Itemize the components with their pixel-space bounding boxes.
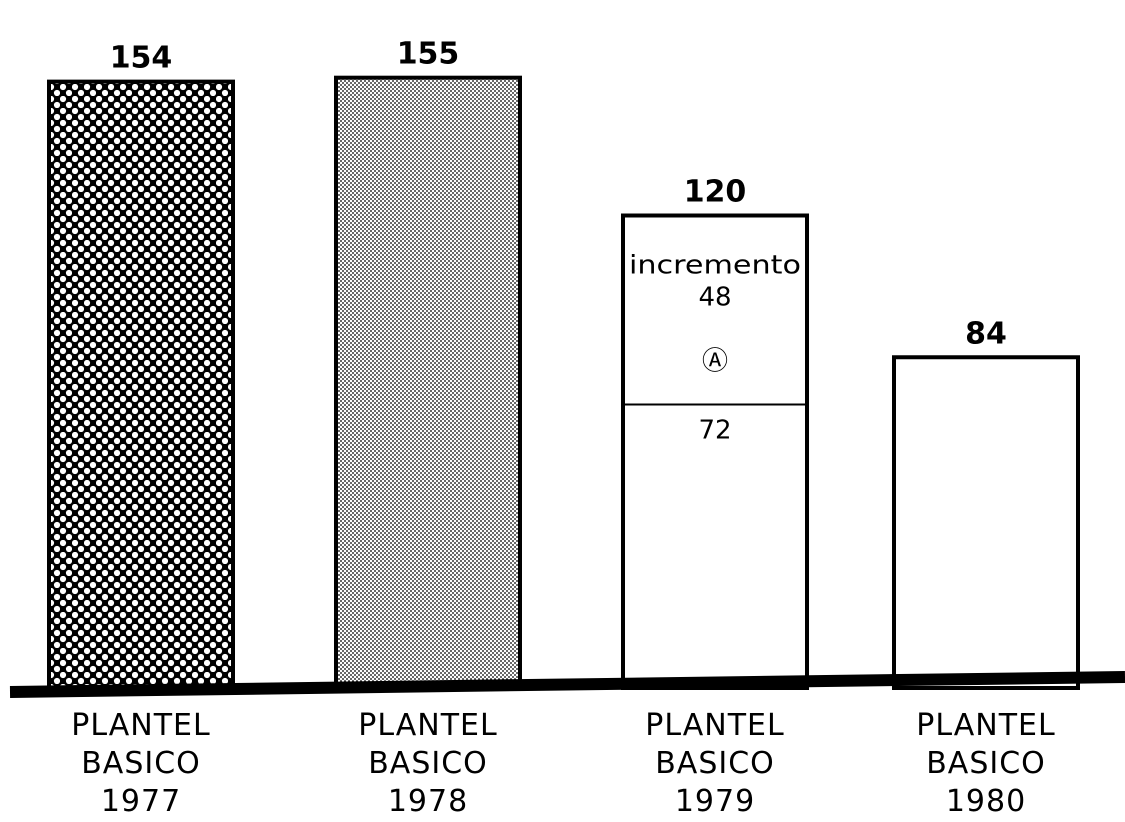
bar-0 — [47, 79, 235, 690]
category-label-1-line-1: BASICO — [368, 746, 488, 781]
category-label-1-line-0: PLANTEL — [358, 708, 497, 743]
segment-lower-value: 72 — [698, 416, 731, 446]
category-label-2-line-2: 1979 — [675, 784, 755, 819]
category-label-0-line-2: 1977 — [101, 784, 181, 819]
category-label-2-line-0: PLANTEL — [645, 708, 784, 743]
bars-group — [47, 75, 1080, 690]
bar-3 — [892, 355, 1080, 690]
category-label-0-line-0: PLANTEL — [71, 708, 210, 743]
value-label-1: 155 — [397, 37, 460, 72]
category-label-2-line-1: BASICO — [655, 746, 775, 781]
segment-marker: Ⓐ — [702, 347, 728, 377]
value-label-0: 154 — [110, 41, 173, 76]
segment-caption: incremento — [629, 251, 801, 281]
labels-group: 154PLANTELBASICO1977155PLANTELBASICO1978… — [71, 37, 1055, 819]
category-label-3-line-0: PLANTEL — [916, 708, 1055, 743]
category-label-3-line-2: 1980 — [946, 784, 1026, 819]
category-label-0-line-1: BASICO — [81, 746, 201, 781]
value-label-2: 120 — [684, 175, 747, 210]
category-label-1-line-2: 1978 — [388, 784, 468, 819]
segment-upper-value: 48 — [698, 283, 731, 313]
bar-1 — [334, 75, 522, 690]
category-label-3-line-1: BASICO — [926, 746, 1046, 781]
baseline-axis — [9, 671, 1125, 698]
value-label-3: 84 — [965, 316, 1007, 351]
bar-2 — [621, 213, 809, 690]
